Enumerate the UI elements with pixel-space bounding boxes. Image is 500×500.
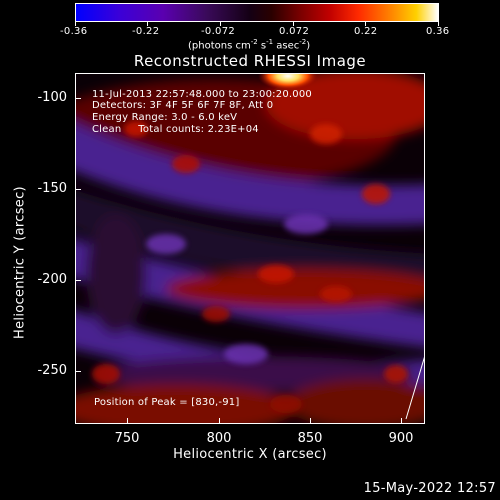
colorbar-tick [220,22,221,26]
y-tick [75,280,81,281]
x-tick-label: 900 [388,431,414,446]
peak-position-text: Position of Peak = [830,-91] [94,397,240,408]
energy-range-text: Energy Range: 3.0 - 6.0 keV [92,112,238,123]
x-tick-label: 850 [297,431,323,446]
colorbar-tick-label: -0.36 [60,26,88,37]
y-axis-label: Heliocentric Y (arcsec) [12,186,28,339]
x-tick [310,418,311,424]
y-tick-label: -100 [37,90,67,105]
y-tick-label: -200 [37,272,67,287]
x-tick [401,418,402,424]
rhessi-image: 11-Jul-2013 22:57:48.000 to 23:00:20.000… [75,73,425,424]
plot-title: Reconstructed RHESSI Image [133,52,367,70]
x-tick [127,418,128,424]
time-range-text: 11-Jul-2013 22:57:48.000 to 23:00:20.000 [92,89,312,100]
colorbar [75,3,439,22]
colorbar-tick-label: 0.36 [426,26,450,37]
limb-line [405,356,424,420]
x-tick-label: 800 [206,431,232,446]
x-axis-label: Heliocentric X (arcsec) [173,447,327,462]
peak-source [258,74,318,90]
y-tick-label: -250 [37,363,67,378]
colorbar-tick [365,22,366,26]
colorbar-tick-label: 0.22 [354,26,378,37]
timestamp: 15-May-2022 12:57 [363,481,496,496]
clean-counts-text: Clean Total counts: 2.23E+04 [92,124,259,135]
colorbar-units: (photons cm-2 s-1 asec-2) [188,38,311,52]
colorbar-tick [438,22,439,26]
y-tick-label: -150 [37,181,67,196]
detectors-text: Detectors: 3F 4F 5F 6F 7F 8F, Att 0 [92,100,274,111]
colorbar-tick-label: -0.22 [132,26,160,37]
colorbar-tick-label: 0.072 [279,26,310,37]
y-tick [75,98,81,99]
x-tick-label: 750 [114,431,140,446]
colorbar-tick-label: -0.072 [201,26,236,37]
y-tick [75,189,81,190]
x-tick [219,418,220,424]
colorbar-tick [75,22,76,26]
colorbar-tick [293,22,294,26]
colorbar-tick [147,22,148,26]
y-tick [75,371,81,372]
